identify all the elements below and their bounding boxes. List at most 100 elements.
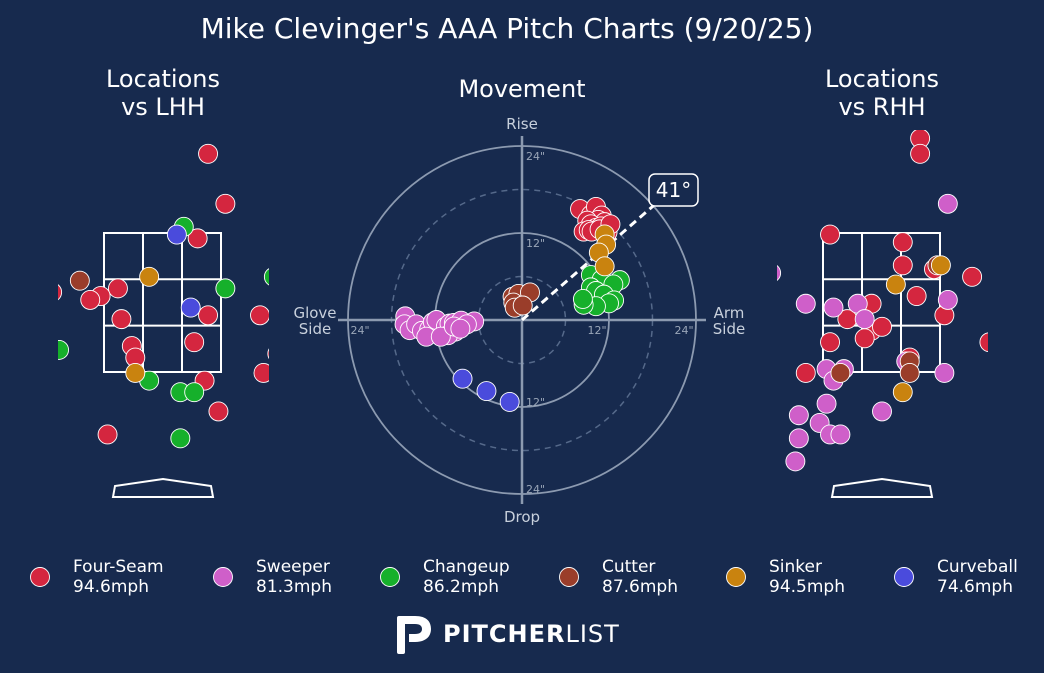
lhh-home-plate — [111, 477, 215, 498]
location-point — [854, 309, 875, 330]
legend-pitch-velo: 86.2mph — [423, 577, 499, 597]
location-point — [820, 224, 840, 245]
location-point — [184, 382, 205, 403]
location-point — [937, 289, 958, 310]
movement-ring-label: 24" — [526, 150, 545, 163]
legend-pitch-name: Sweeper — [256, 557, 330, 577]
movement-bottom-label: Drop — [504, 508, 540, 526]
location-point — [108, 278, 128, 299]
legend-pitch-velo: 81.3mph — [256, 577, 332, 597]
location-point — [139, 266, 160, 287]
location-point — [285, 240, 304, 259]
location-point — [309, 425, 328, 444]
movement-point — [512, 295, 533, 316]
location-point — [795, 293, 816, 314]
legend-pitch-velo: 87.6mph — [602, 577, 678, 597]
location-point — [830, 363, 851, 383]
location-point — [777, 264, 782, 282]
rhh-title-line2: vs RHH — [838, 93, 925, 121]
location-point — [788, 428, 809, 449]
location-point — [816, 393, 837, 414]
legend-pitch-velo: 94.6mph — [73, 577, 149, 597]
location-point — [937, 193, 958, 214]
location-point — [906, 286, 927, 307]
location-point — [962, 266, 983, 287]
arm-angle-line — [521, 204, 655, 322]
movement-ring-label: 24" — [526, 483, 545, 496]
legend-swatch — [30, 567, 50, 587]
location-point — [97, 424, 118, 445]
location-point — [180, 297, 201, 318]
location-point — [795, 363, 816, 383]
location-point — [885, 274, 906, 295]
brand-bold: PITCHER — [443, 620, 566, 648]
location-point — [267, 348, 269, 360]
movement-point — [499, 391, 520, 412]
location-point — [69, 270, 90, 291]
location-point — [892, 255, 913, 276]
location-point — [830, 424, 851, 445]
pitcherlist-brand: PITCHERLIST — [395, 612, 620, 656]
location-point — [275, 279, 294, 298]
location-point — [184, 332, 205, 353]
movement-ring-label: 12" — [526, 396, 545, 409]
arm-angle-badge: 41° — [648, 173, 699, 207]
movement-panel: Movement 12"12"12"12"24"24"24"24" Rise D… — [293, 75, 745, 526]
legend-pitch-name: Sinker — [769, 557, 822, 577]
location-point — [215, 278, 236, 299]
location-point — [934, 363, 955, 383]
legend-swatch — [380, 567, 400, 587]
legend-swatch — [213, 567, 233, 587]
lhh-strike-zone — [103, 232, 222, 373]
location-point — [823, 297, 844, 318]
location-point — [788, 405, 809, 426]
location-point — [854, 328, 875, 349]
lhh-title-line1: Locations — [106, 65, 220, 93]
location-point — [215, 193, 236, 214]
legend-pitch-name: Four-Seam — [73, 557, 164, 577]
legend-pitch-name: Curveball — [937, 557, 1018, 577]
location-point — [111, 309, 132, 330]
legend-pitch-velo: 74.6mph — [937, 577, 1013, 597]
rhh-title-line1: Locations — [825, 65, 939, 93]
movement-title: Movement — [458, 75, 585, 103]
location-point — [253, 363, 269, 383]
locations-lhh-panel: Locations vs LHH — [58, 65, 328, 548]
location-point — [58, 284, 63, 301]
movement-ring-label: 12" — [587, 324, 606, 337]
location-point — [125, 363, 146, 383]
locations-rhh-panel: Locations vs RHH — [777, 65, 988, 498]
legend-pitch-name: Cutter — [602, 557, 655, 577]
location-point — [166, 224, 187, 245]
lhh-title-line2: vs LHH — [121, 93, 205, 121]
location-point — [910, 143, 931, 164]
movement-points — [394, 196, 630, 412]
movement-top-label: Rise — [506, 115, 538, 133]
location-point — [198, 305, 218, 326]
location-point — [198, 143, 218, 164]
arm-angle-label: 41° — [656, 178, 691, 202]
movement-point — [452, 368, 473, 389]
location-point — [892, 232, 913, 253]
rhh-home-plate — [830, 477, 934, 498]
location-point — [785, 451, 806, 472]
movement-point — [476, 381, 497, 401]
location-point — [872, 401, 892, 422]
brand-light: LIST — [565, 620, 620, 648]
location-point — [212, 529, 231, 548]
location-point — [271, 229, 290, 248]
location-point — [170, 428, 191, 449]
movement-ring-label: 12" — [526, 237, 545, 250]
location-point — [58, 339, 69, 360]
location-point — [250, 305, 269, 326]
movement-point — [594, 256, 615, 277]
movement-left-label-line1: Glove — [293, 304, 336, 322]
movement-point — [572, 289, 593, 309]
